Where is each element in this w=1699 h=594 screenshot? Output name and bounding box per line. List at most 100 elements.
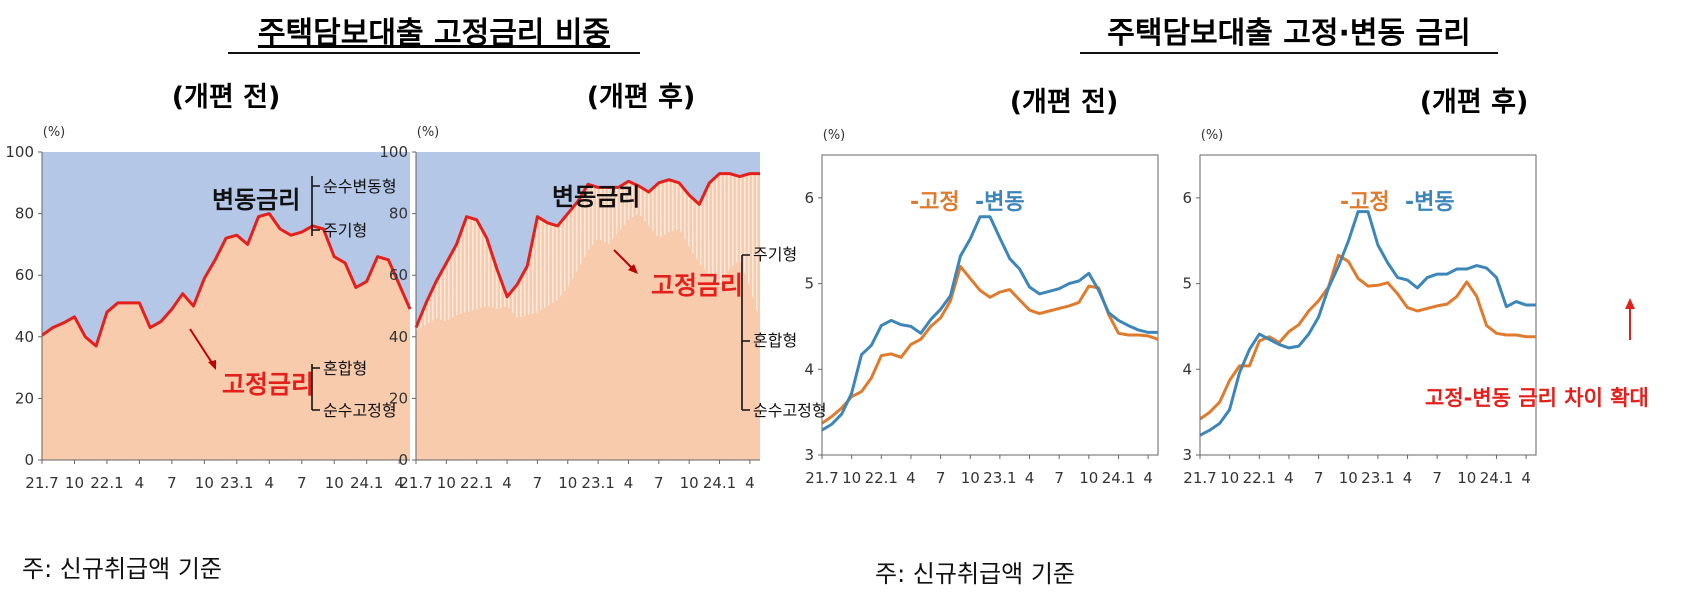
x-tick-label: 7 — [297, 474, 307, 492]
x-tick-label: 21.7 — [805, 469, 838, 487]
x-tick-label: 23.1 — [581, 474, 614, 492]
y-unit-label: (%) — [43, 125, 66, 140]
x-tick-label: 4 — [745, 474, 755, 492]
y-tick-label: 0 — [398, 451, 408, 469]
y-tick-label: 80 — [389, 205, 408, 223]
x-tick-label: 7 — [533, 474, 543, 492]
p2-fixed-bracket-ticks — [742, 254, 750, 411]
y-tick-label: 4 — [804, 360, 814, 378]
left-note: 주: 신규취급액 기준 — [22, 555, 222, 583]
p1-fixed-arrow — [189, 328, 215, 367]
p2-fixed-arrowhead — [628, 264, 638, 274]
x-tick-label: 4 — [1403, 469, 1413, 487]
x-tick-label: 10 — [1079, 469, 1098, 487]
panel1-title: (개편 전) — [172, 82, 281, 113]
x-tick-label: 24.1 — [1480, 469, 1513, 487]
p2-periodic-label: 주기형 — [753, 245, 797, 264]
x-tick-label: 10 — [1339, 469, 1358, 487]
x-tick-label: 4 — [1025, 469, 1035, 487]
y-unit-label: (%) — [1201, 128, 1224, 143]
y-tick-label: 100 — [379, 143, 408, 161]
x-tick-label: 24.1 — [703, 474, 736, 492]
p2-fixed-rate-label: 고정금리 — [651, 271, 743, 300]
variable-rate-line — [1199, 210, 1536, 437]
p4-gap-arrowhead — [1625, 298, 1635, 309]
p1-variable-bracket-ticks — [312, 185, 320, 231]
y-tick-label: 60 — [389, 266, 408, 284]
y-tick-label: 5 — [804, 275, 814, 293]
panel3-title: (개편 전) — [1010, 87, 1119, 118]
y-tick-label: 20 — [15, 389, 34, 407]
p1-fixed-bracket-ticks — [312, 367, 320, 411]
x-tick-label: 23.1 — [220, 474, 253, 492]
p3-legend-fixed: -고정 — [910, 190, 960, 215]
x-tick-label: 22.1 — [460, 474, 493, 492]
y-tick-label: 60 — [15, 266, 34, 284]
x-tick-label: 10 — [65, 474, 84, 492]
mixed-fixed-share-area — [416, 213, 760, 460]
y-tick-label: 80 — [15, 205, 34, 223]
x-tick-label: 4 — [906, 469, 916, 487]
fixed-rate-line — [1199, 253, 1536, 421]
x-tick-label: 4 — [624, 474, 634, 492]
y-unit-label: (%) — [823, 128, 846, 143]
x-tick-label: 10 — [1220, 469, 1239, 487]
panel2-title: (개편 후) — [587, 82, 696, 113]
right-section-title: 주택담보대출 고정·변동 금리 — [1107, 16, 1471, 51]
panel4-title: (개편 후) — [1420, 87, 1529, 118]
p1-variable-rate-label: 변동금리 — [212, 186, 300, 214]
x-tick-label: 21.7 — [399, 474, 432, 492]
x-tick-label: 4 — [1143, 469, 1153, 487]
x-tick-label: 23.1 — [1361, 469, 1394, 487]
p2-fixed-arrow — [613, 249, 635, 271]
y-tick-label: 100 — [5, 143, 34, 161]
x-tick-label: 10 — [195, 474, 214, 492]
x-tick-label: 10 — [842, 469, 861, 487]
p1-mixed-label: 혼합형 — [323, 359, 367, 378]
x-tick-label: 4 — [1521, 469, 1531, 487]
p1-pure-variable-label: 순수변동형 — [323, 177, 397, 196]
variable-rate-line — [821, 215, 1158, 432]
p2-variable-rate-label: 변동금리 — [552, 183, 640, 211]
x-tick-label: 7 — [1432, 469, 1442, 487]
x-tick-label: 22.1 — [865, 469, 898, 487]
y-tick-label: 3 — [1182, 446, 1192, 464]
x-tick-label: 4 — [135, 474, 145, 492]
x-tick-label: 23.1 — [983, 469, 1016, 487]
x-tick-label: 10 — [558, 474, 577, 492]
x-tick-label: 10 — [680, 474, 699, 492]
x-tick-label: 22.1 — [90, 474, 123, 492]
p4-gap-label: 고정-변동 금리 차이 확대 — [1425, 386, 1649, 410]
x-tick-label: 4 — [394, 474, 404, 492]
x-tick-label: 7 — [1314, 469, 1324, 487]
y-tick-label: 6 — [1182, 189, 1192, 207]
x-tick-label: 7 — [1054, 469, 1064, 487]
x-tick-label: 10 — [961, 469, 980, 487]
y-tick-label: 0 — [24, 451, 34, 469]
y-tick-label: 6 — [804, 189, 814, 207]
y-tick-label: 5 — [1182, 275, 1192, 293]
p4-legend-fixed: -고정 — [1340, 190, 1390, 215]
x-tick-label: 7 — [936, 469, 946, 487]
y-tick-label: 40 — [15, 328, 34, 346]
right-note: 주: 신규취급액 기준 — [875, 560, 1075, 588]
fixed-share-area — [42, 213, 410, 460]
x-tick-label: 7 — [654, 474, 664, 492]
p3-legend-variable: -변동 — [975, 190, 1025, 215]
x-tick-label: 24.1 — [1102, 469, 1135, 487]
y-unit-label: (%) — [417, 125, 440, 140]
x-tick-label: 10 — [437, 474, 456, 492]
x-tick-label: 10 — [325, 474, 344, 492]
y-tick-label: 20 — [389, 389, 408, 407]
p1-periodic-label: 주기형 — [323, 221, 367, 240]
p2-mixed-label: 혼합형 — [753, 331, 797, 350]
x-tick-label: 24.1 — [350, 474, 383, 492]
p1-fixed-rate-label: 고정금리 — [222, 370, 314, 399]
x-tick-label: 22.1 — [1243, 469, 1276, 487]
fixed-share-line — [41, 212, 412, 348]
